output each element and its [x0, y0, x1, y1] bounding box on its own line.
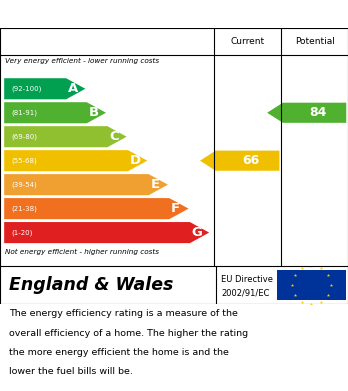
- Text: Current: Current: [230, 37, 265, 46]
- Text: the more energy efficient the home is and the: the more energy efficient the home is an…: [9, 348, 229, 357]
- Text: (55-68): (55-68): [12, 158, 38, 164]
- Text: Potential: Potential: [295, 37, 334, 46]
- Polygon shape: [267, 103, 346, 123]
- Text: (1-20): (1-20): [12, 230, 33, 236]
- Text: F: F: [171, 202, 180, 215]
- Polygon shape: [4, 150, 147, 171]
- Text: (92-100): (92-100): [12, 86, 42, 92]
- Text: (21-38): (21-38): [12, 205, 38, 212]
- Polygon shape: [4, 222, 209, 243]
- Text: A: A: [68, 82, 78, 95]
- Text: Very energy efficient - lower running costs: Very energy efficient - lower running co…: [5, 58, 159, 64]
- Text: Energy Efficiency Rating: Energy Efficiency Rating: [9, 7, 211, 22]
- Text: lower the fuel bills will be.: lower the fuel bills will be.: [9, 367, 133, 376]
- Text: D: D: [130, 154, 141, 167]
- Text: E: E: [150, 178, 159, 191]
- Text: overall efficiency of a home. The higher the rating: overall efficiency of a home. The higher…: [9, 328, 248, 337]
- Text: 84: 84: [309, 106, 327, 119]
- Text: EU Directive: EU Directive: [221, 275, 273, 284]
- Text: (69-80): (69-80): [12, 133, 38, 140]
- FancyBboxPatch shape: [277, 270, 346, 300]
- Text: Not energy efficient - higher running costs: Not energy efficient - higher running co…: [5, 249, 159, 255]
- Text: G: G: [192, 226, 203, 239]
- Text: 66: 66: [243, 154, 260, 167]
- Polygon shape: [4, 174, 168, 195]
- Text: England & Wales: England & Wales: [9, 276, 173, 294]
- Polygon shape: [4, 78, 85, 99]
- Polygon shape: [4, 126, 127, 147]
- Polygon shape: [200, 151, 279, 171]
- Text: (81-91): (81-91): [12, 109, 38, 116]
- Text: B: B: [88, 106, 98, 119]
- Text: C: C: [109, 130, 119, 143]
- Text: (39-54): (39-54): [12, 181, 38, 188]
- Text: 2002/91/EC: 2002/91/EC: [221, 289, 269, 298]
- Polygon shape: [4, 198, 189, 219]
- Text: The energy efficiency rating is a measure of the: The energy efficiency rating is a measur…: [9, 309, 238, 318]
- Polygon shape: [4, 102, 106, 123]
